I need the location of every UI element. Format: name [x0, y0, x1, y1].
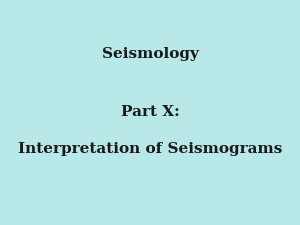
Text: Part X:: Part X:	[121, 106, 179, 119]
Text: Seismology: Seismology	[102, 47, 198, 61]
Text: Interpretation of Seismograms: Interpretation of Seismograms	[18, 142, 282, 155]
